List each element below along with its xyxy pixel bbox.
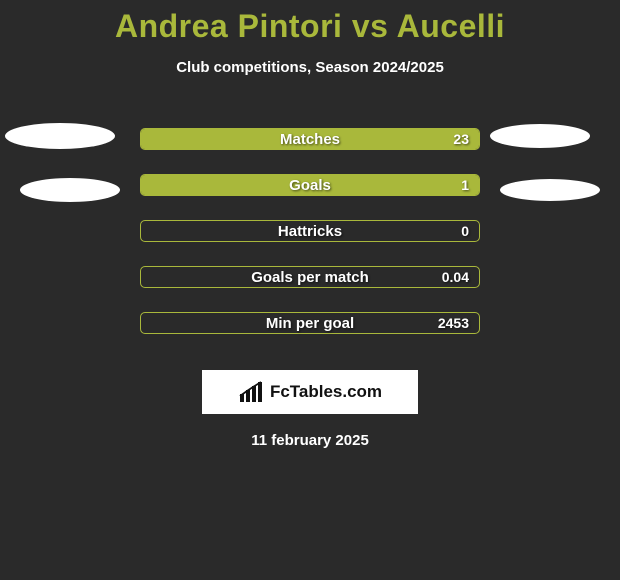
- stat-value: 0: [461, 221, 469, 241]
- logo-text: FcTables.com: [270, 382, 382, 402]
- stat-row: Min per goal2453: [0, 300, 620, 346]
- chart-icon: [238, 380, 266, 404]
- stat-bar-fill: [141, 129, 479, 149]
- decorative-ellipse: [500, 179, 600, 201]
- stat-bar: Goals per match0.04: [140, 266, 480, 288]
- stat-label: Hattricks: [141, 221, 479, 241]
- report-date: 11 february 2025: [0, 432, 620, 449]
- decorative-ellipse: [20, 178, 120, 202]
- stat-row: Goals per match0.04: [0, 254, 620, 300]
- stat-chart: Matches23 Goals1 Hattricks0 Goals per match…: [0, 116, 620, 346]
- stat-bar: Hattricks0: [140, 220, 480, 242]
- stat-label: Goals per match: [141, 267, 479, 287]
- stat-value: 0.04: [442, 267, 469, 287]
- stat-bar-fill: [141, 175, 479, 195]
- stat-bar: Min per goal2453: [140, 312, 480, 334]
- comparison-subtitle: Club competitions, Season 2024/2025: [0, 59, 620, 76]
- stat-value: 2453: [438, 313, 469, 333]
- fctables-logo[interactable]: FcTables.com: [202, 370, 418, 414]
- stat-row: Hattricks0: [0, 208, 620, 254]
- stat-bar: Matches23: [140, 128, 480, 150]
- decorative-ellipse: [490, 124, 590, 148]
- stat-label: Min per goal: [141, 313, 479, 333]
- stat-bar: Goals1: [140, 174, 480, 196]
- comparison-title: Andrea Pintori vs Aucelli: [0, 0, 620, 45]
- decorative-ellipse: [5, 123, 115, 149]
